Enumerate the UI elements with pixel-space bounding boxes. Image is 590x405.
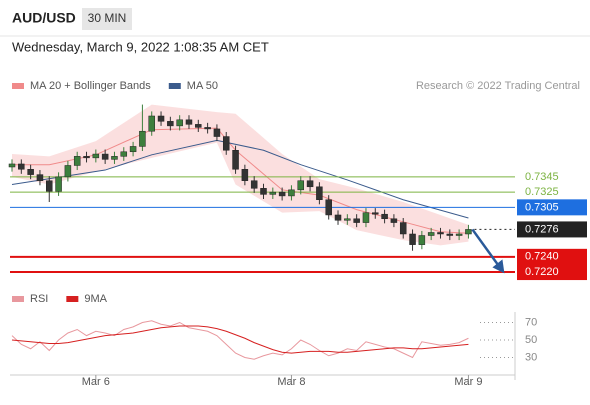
candle-body [297, 180, 305, 191]
candle-body [241, 169, 249, 181]
price-label: 0.7220 [525, 266, 559, 278]
candle-body [92, 153, 100, 159]
forecast-arrowhead [492, 259, 505, 274]
legend-label: MA 20 + Bollinger Bands [30, 80, 151, 92]
candle-body [204, 127, 211, 130]
candle-body [176, 119, 183, 127]
candle-body [18, 163, 25, 170]
candle-body [111, 156, 118, 160]
legend-label: MA 50 [187, 80, 218, 92]
price-label: 0.7276 [525, 223, 559, 235]
legend-swatch [12, 296, 24, 302]
candle-body [278, 191, 286, 197]
candle-body [120, 151, 128, 157]
ma-line [11, 139, 469, 219]
legend-label: RSI [30, 293, 48, 305]
y-tick-label: 70 [525, 316, 537, 328]
interval-badge[interactable] [82, 8, 132, 30]
candle-body [455, 233, 463, 236]
credit: Research © 2022 Trading Central [416, 80, 580, 92]
candle-body [372, 212, 379, 215]
price-label-box [517, 248, 587, 265]
candle-body [167, 121, 174, 127]
candle-body [288, 189, 295, 197]
candle-body [418, 235, 426, 245]
forecast-arrow [471, 228, 500, 267]
candle-body [437, 232, 444, 235]
candle-body [325, 199, 332, 216]
price-label-box [517, 199, 587, 216]
candle-body [73, 156, 81, 166]
candle-body [139, 130, 146, 147]
legend-swatch [12, 83, 24, 89]
candle-body [390, 218, 398, 223]
x-tick-label: Mar 6 [82, 376, 110, 388]
price-label: 0.7305 [525, 201, 559, 213]
candle-body [185, 119, 193, 125]
x-tick-label: Mar 8 [277, 376, 305, 388]
candle-body [148, 115, 155, 132]
y-tick-label: 50 [525, 334, 537, 346]
candle-body [334, 214, 342, 221]
bollinger-band [12, 104, 469, 246]
price-label: 0.7345 [525, 171, 559, 183]
legend-swatch [66, 296, 79, 302]
candle-body [465, 229, 472, 235]
candle-body [446, 233, 454, 236]
candle-body [260, 188, 267, 195]
candle-body [101, 153, 109, 160]
candle-body [222, 136, 230, 151]
candle-body [362, 212, 370, 223]
candle-body [381, 213, 388, 220]
candle-body [213, 128, 221, 137]
price-label: 0.7240 [525, 251, 559, 263]
candle-body [55, 176, 62, 192]
x-tick-label: Mar 9 [454, 376, 482, 388]
candle-body [316, 186, 323, 200]
candle-body [344, 218, 351, 221]
candle-body [46, 180, 53, 192]
y-tick-label: 30 [525, 351, 537, 363]
price-label: 0.7325 [525, 186, 559, 198]
candle-body [427, 232, 435, 236]
candle-body [195, 124, 202, 128]
candle-body [83, 156, 90, 159]
candle-body [353, 218, 360, 223]
price-label-box [517, 264, 587, 281]
candle-body [64, 165, 72, 178]
candle-body [129, 146, 137, 153]
candle-body [399, 222, 407, 235]
interval[interactable]: 30 MIN [88, 11, 127, 25]
legend-label: 9MA [84, 293, 107, 305]
symbol: AUD/USD [12, 10, 76, 26]
legend-swatch [168, 83, 181, 89]
candle-body [250, 180, 258, 189]
candle-body [409, 233, 416, 245]
timestamp: Wednesday, March 9, 2022 1:08:35 AM CET [12, 39, 269, 54]
candle-body [8, 163, 16, 168]
rsi-line [11, 325, 469, 354]
candle-body [306, 180, 314, 188]
price-label-box [517, 221, 587, 238]
candle-body [157, 115, 165, 122]
candle-body [232, 149, 239, 170]
candle-body [269, 191, 277, 195]
candle-body [36, 174, 44, 181]
candle-body [27, 169, 34, 175]
